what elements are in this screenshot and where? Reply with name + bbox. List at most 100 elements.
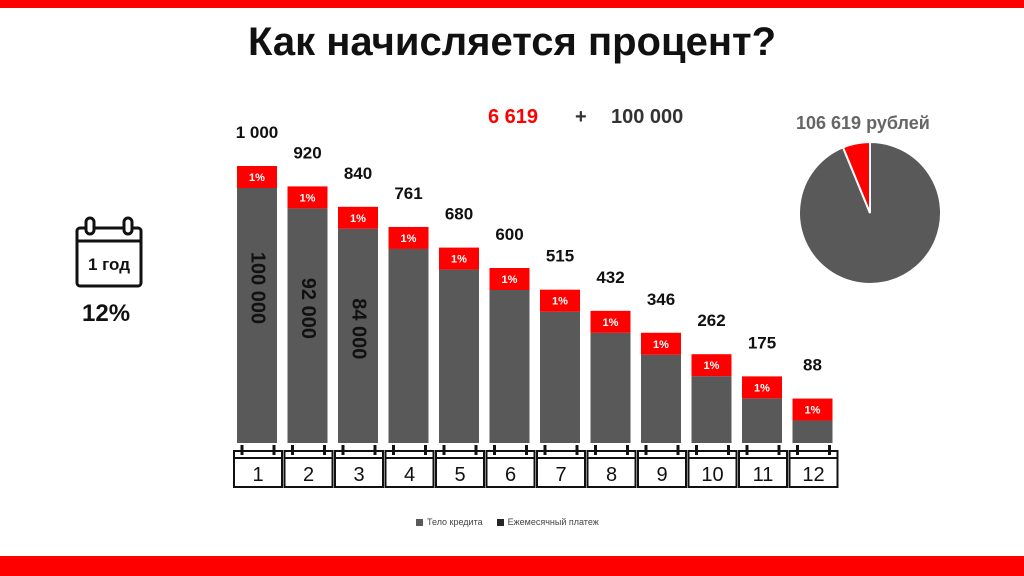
bar-top-label: 920 (293, 143, 321, 162)
bar-top-label: 175 (748, 333, 776, 352)
legend-item-payment: Ежемесячный платеж (496, 517, 599, 527)
month-number: 12 (802, 464, 824, 486)
bar-top-label: 1 000 (236, 123, 279, 142)
month-calendar: 12 (788, 445, 839, 488)
top-accent-bar (0, 0, 1024, 8)
bar-group: 1% 432 (590, 268, 631, 443)
bar-interest (590, 310, 631, 333)
interest-segment-label: 1% (300, 192, 316, 204)
month-calendar: 4 (384, 445, 435, 488)
bar-interest (792, 398, 833, 421)
bar-principal (338, 228, 378, 443)
calendar-icon: 1 год (75, 216, 143, 288)
legend-label-principal: Тело кредита (427, 517, 483, 527)
bar-interest (641, 332, 681, 355)
bar-group: 1% 1 000 100 000 (236, 123, 279, 443)
bar-principal (590, 332, 631, 443)
interest-segment-label: 1% (350, 213, 366, 225)
bar-interest (237, 166, 277, 188)
bar-top-label: 600 (495, 225, 523, 244)
calendar-ring (122, 216, 134, 236)
interest-segment-label: 1% (552, 296, 568, 308)
bar-group: 1% 600 (489, 225, 530, 443)
grand-total: 106 619 рублей (796, 113, 930, 133)
page-title: Как начисляется процент? (247, 20, 777, 64)
month-number: 1 (252, 464, 263, 486)
interest-segment-label: 1% (653, 339, 669, 351)
interest-rate: 12% (82, 300, 131, 327)
month-calendar: 9 (637, 445, 687, 488)
bar-interest (287, 186, 328, 209)
month-number: 10 (701, 464, 723, 486)
bar-group: 1% 346 (641, 290, 681, 443)
month-calendar: 8 (586, 445, 637, 488)
bar-group: 1% 761 (388, 184, 429, 443)
interest-segment-label: 1% (249, 172, 265, 184)
legend-item-principal: Тело кредита (416, 517, 483, 527)
bar-principal (439, 269, 479, 443)
bar-principal (287, 208, 328, 443)
bar-principal (641, 354, 681, 443)
bar-top-label: 515 (546, 247, 574, 266)
bar-value-label: 92 000 (297, 278, 319, 339)
interest-segment-label: 1% (603, 317, 619, 329)
bar-principal (691, 376, 732, 443)
legend-swatch-payment (496, 518, 504, 526)
bar-group: 1% 920 92 000 (287, 143, 328, 443)
month-number: 4 (404, 464, 415, 486)
month-calendar: 1 (233, 445, 283, 488)
bar-interest (489, 268, 530, 290)
month-number: 6 (505, 464, 516, 486)
bar-group: 1% 680 (439, 205, 479, 443)
principal-total: 100 000 (611, 106, 684, 128)
interest-segment-label: 1% (805, 405, 821, 417)
month-calendar: 10 (687, 445, 738, 488)
bottom-accent-bar (0, 556, 1024, 576)
bar-principal (388, 248, 429, 443)
bar-principal (792, 420, 833, 443)
bar-top-label: 761 (394, 184, 422, 203)
bar-interest (540, 289, 580, 312)
interest-segment-label: 1% (451, 254, 467, 266)
bar-principal (742, 398, 782, 443)
bar-value-label: 84 000 (348, 298, 370, 359)
interest-segment-label: 1% (754, 382, 770, 394)
bar-top-label: 840 (344, 164, 372, 183)
bar-group: 1% 175 (742, 333, 782, 443)
bar-principal (237, 188, 277, 443)
plus-sign: + (575, 106, 587, 128)
interest-segment-label: 1% (704, 360, 720, 372)
interest-segment-label: 1% (401, 233, 417, 245)
legend-swatch-principal (416, 518, 423, 526)
bar-top-label: 88 (803, 356, 822, 375)
month-number: 8 (606, 464, 617, 486)
bar-group: 1% 88 (792, 356, 833, 443)
month-calendar: 7 (536, 445, 586, 488)
bar-interest (388, 226, 429, 249)
bar-interest (691, 354, 732, 377)
legend-label-payment: Ежемесячный платеж (507, 517, 599, 527)
bar-group: 1% 515 (540, 247, 580, 443)
month-number: 11 (753, 464, 774, 486)
interest-segment-label: 1% (502, 274, 518, 286)
month-calendar: 11 (738, 445, 788, 488)
bar-group: 1% 840 84 000 (338, 164, 378, 443)
bar-interest (439, 247, 479, 270)
chart-legend: Тело кредита Ежемесячный платеж (416, 517, 599, 527)
month-number: 2 (303, 464, 314, 486)
calendar-ring (84, 216, 96, 236)
bar-group: 1% 262 (691, 311, 732, 443)
month-calendar: 3 (334, 445, 384, 488)
bar-top-label: 432 (596, 268, 624, 287)
interest-total: 6 619 (488, 106, 539, 128)
bar-interest (338, 206, 378, 229)
pie-slice-interest (841, 140, 871, 214)
bar-top-label: 262 (697, 311, 725, 330)
bar-principal (540, 311, 580, 443)
bar-interest (742, 376, 782, 399)
month-number: 5 (454, 464, 465, 486)
month-number: 7 (555, 464, 566, 486)
month-number: 3 (353, 464, 364, 486)
month-calendar: 5 (435, 445, 485, 488)
